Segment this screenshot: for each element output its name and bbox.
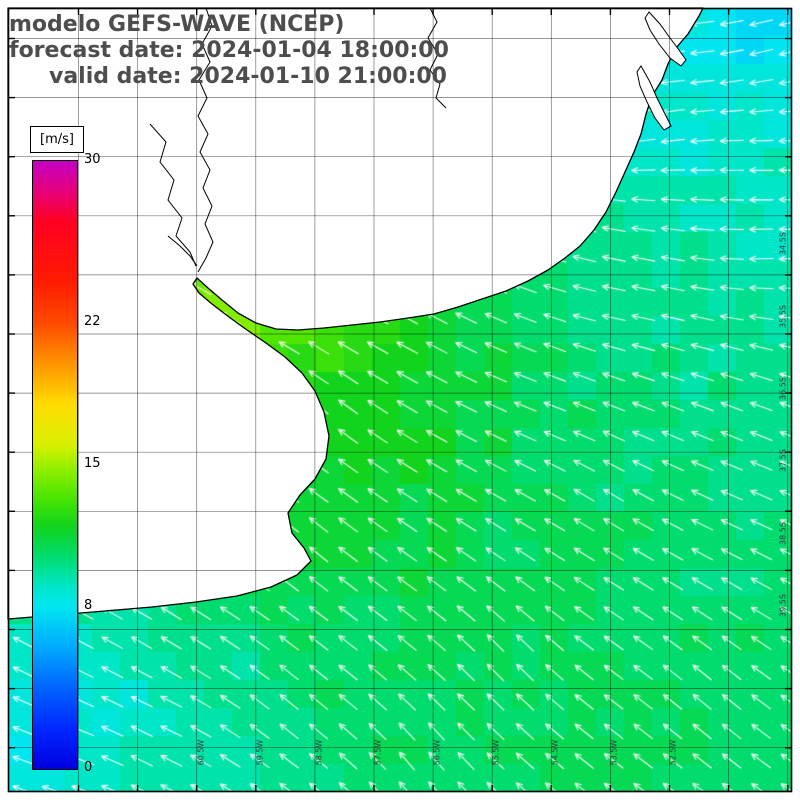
lon-label: 59.5W bbox=[255, 739, 265, 766]
model-title: modelo GEFS-WAVE (NCEP) bbox=[9, 12, 345, 37]
lon-label: 52.5W bbox=[668, 739, 678, 766]
land-group bbox=[7, 7, 704, 620]
lat-label: 35.5S bbox=[778, 305, 788, 328]
forecast-date: forecast date: 2024-01-04 18:00:00 bbox=[9, 38, 449, 63]
title-block: modelo GEFS-WAVE (NCEP) forecast date: 2… bbox=[9, 12, 449, 90]
lon-label: 53.5W bbox=[609, 739, 619, 766]
river-uruguay bbox=[197, 7, 214, 273]
lat-label: 37.5S bbox=[778, 449, 788, 472]
colorbar-tick-label: 22 bbox=[84, 314, 101, 330]
lat-label: 34.5S bbox=[778, 232, 788, 255]
map-frame bbox=[7, 7, 793, 793]
lon-label: 60.5W bbox=[196, 739, 206, 766]
colorbar-tick-label: 15 bbox=[84, 456, 101, 471]
colorbar-tick-label: 0 bbox=[84, 760, 93, 775]
lon-label: 54.5W bbox=[550, 739, 560, 766]
lat-label: 36.5S bbox=[778, 377, 788, 400]
lagoon-mirim-outline bbox=[636, 65, 672, 131]
colorbar-unit-text: [m/s] bbox=[40, 132, 74, 147]
colorbar-unit-label: [m/s] bbox=[30, 126, 84, 153]
colorbar-tick-label: 8 bbox=[84, 597, 93, 613]
river-delta-branch bbox=[167, 235, 198, 267]
colorbar-tick-label: 30 bbox=[84, 152, 101, 167]
river-parana bbox=[149, 123, 197, 267]
valid-date: valid date: 2024-01-10 21:00:00 bbox=[49, 64, 447, 89]
lon-label: 56.5W bbox=[432, 739, 442, 766]
lon-label: 58.5W bbox=[314, 739, 324, 766]
lon-label: 57.5W bbox=[373, 739, 383, 766]
river-negro bbox=[427, 7, 447, 109]
lon-label: 55.5W bbox=[491, 739, 501, 766]
lat-label: 38.5S bbox=[778, 522, 788, 545]
colorbar-gradient bbox=[32, 160, 78, 770]
landmass bbox=[7, 7, 704, 620]
lagoon-dos-patos-outline bbox=[644, 11, 687, 67]
lat-label: 39.5S bbox=[778, 594, 788, 617]
